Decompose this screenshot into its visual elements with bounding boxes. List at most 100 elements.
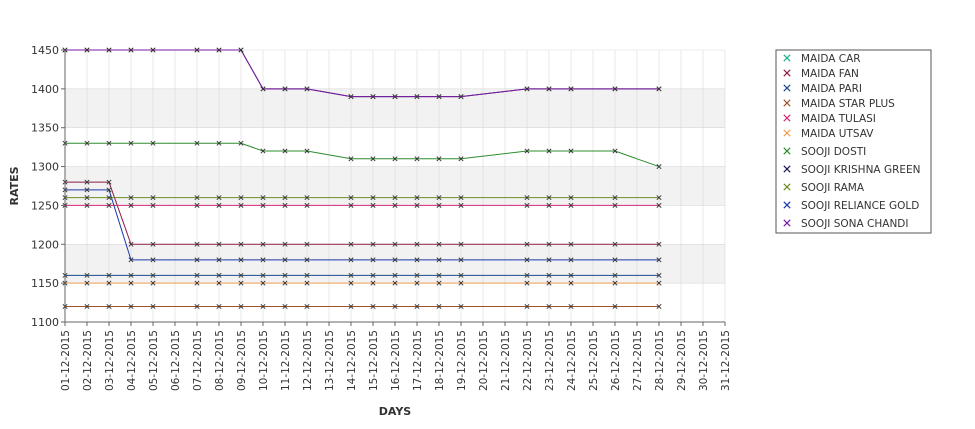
data-point bbox=[194, 303, 200, 309]
x-tick-label: 06-12-2015 bbox=[170, 330, 182, 391]
data-point bbox=[282, 195, 288, 201]
data-point bbox=[612, 148, 618, 154]
legend-label: MAIDA FAN bbox=[801, 68, 859, 80]
data-point bbox=[304, 195, 310, 201]
data-point bbox=[370, 94, 376, 100]
data-point bbox=[194, 195, 200, 201]
data-point bbox=[238, 195, 244, 201]
x-tick-label: 17-12-2015 bbox=[412, 330, 424, 391]
data-point bbox=[282, 280, 288, 286]
data-point bbox=[656, 241, 662, 247]
data-point bbox=[656, 195, 662, 201]
data-point bbox=[128, 202, 134, 208]
data-point bbox=[304, 303, 310, 309]
x-tick-label: 23-12-2015 bbox=[544, 330, 556, 391]
data-point bbox=[106, 272, 112, 278]
series-layer bbox=[62, 47, 662, 309]
series-line bbox=[65, 49, 659, 98]
data-point bbox=[84, 303, 90, 309]
data-point bbox=[238, 303, 244, 309]
series-sooji-reliance-gold bbox=[62, 187, 662, 263]
data-point bbox=[348, 241, 354, 247]
legend-label: SOOJI DOSTI bbox=[801, 146, 866, 158]
y-axis-title: RATES bbox=[8, 166, 21, 205]
x-tick-label: 29-12-2015 bbox=[676, 330, 688, 391]
data-point bbox=[458, 303, 464, 309]
x-tick-label: 16-12-2015 bbox=[390, 330, 402, 391]
data-point bbox=[568, 202, 574, 208]
data-point bbox=[106, 140, 112, 146]
data-point bbox=[150, 195, 156, 201]
data-point bbox=[260, 280, 266, 286]
data-point bbox=[612, 280, 618, 286]
data-point bbox=[436, 303, 442, 309]
data-point bbox=[216, 195, 222, 201]
legend-item: MAIDA CAR bbox=[783, 53, 861, 65]
data-point bbox=[348, 303, 354, 309]
data-point bbox=[524, 202, 530, 208]
data-point bbox=[568, 148, 574, 154]
data-point bbox=[612, 86, 618, 92]
data-point bbox=[348, 257, 354, 263]
data-point bbox=[128, 280, 134, 286]
data-point bbox=[656, 164, 662, 170]
legend-marker bbox=[783, 99, 791, 107]
legend-marker bbox=[783, 84, 791, 92]
data-point bbox=[568, 257, 574, 263]
data-point bbox=[282, 86, 288, 92]
series-sooji-rama bbox=[62, 195, 662, 201]
data-point bbox=[524, 272, 530, 278]
legend-marker bbox=[783, 54, 791, 62]
data-point bbox=[656, 272, 662, 278]
series-maida-tulasi bbox=[62, 202, 662, 208]
data-point bbox=[84, 47, 90, 53]
legend-label: SOOJI KRISHNA GREEN bbox=[801, 164, 921, 176]
data-point bbox=[568, 303, 574, 309]
data-point bbox=[612, 272, 618, 278]
data-point bbox=[348, 195, 354, 201]
x-tick-label: 01-12-2015 bbox=[60, 330, 72, 391]
data-point bbox=[370, 272, 376, 278]
x-tick-label: 10-12-2015 bbox=[258, 330, 270, 391]
y-tick-label: 1450 bbox=[31, 44, 59, 57]
data-point bbox=[128, 140, 134, 146]
series-sooji-dosti bbox=[62, 140, 662, 170]
data-point bbox=[436, 241, 442, 247]
data-point bbox=[546, 195, 552, 201]
data-point bbox=[392, 303, 398, 309]
data-point bbox=[546, 202, 552, 208]
data-point bbox=[304, 280, 310, 286]
data-point bbox=[194, 47, 200, 53]
legend-item: SOOJI RAMA bbox=[783, 182, 865, 194]
data-point bbox=[260, 195, 266, 201]
data-point bbox=[84, 195, 90, 201]
x-tick-label: 22-12-2015 bbox=[522, 330, 534, 391]
x-tick-label: 26-12-2015 bbox=[610, 330, 622, 391]
data-point bbox=[84, 202, 90, 208]
data-point bbox=[194, 272, 200, 278]
data-point bbox=[414, 257, 420, 263]
data-point bbox=[304, 148, 310, 154]
data-point bbox=[282, 303, 288, 309]
data-point bbox=[194, 257, 200, 263]
data-point bbox=[128, 241, 134, 247]
legend-marker bbox=[783, 165, 791, 173]
legend-label: SOOJI SONA CHANDI bbox=[801, 218, 908, 230]
data-point bbox=[568, 272, 574, 278]
legend-item: MAIDA FAN bbox=[783, 68, 859, 80]
data-point bbox=[216, 272, 222, 278]
data-point bbox=[260, 86, 266, 92]
data-point bbox=[414, 94, 420, 100]
data-point bbox=[524, 303, 530, 309]
data-point bbox=[370, 257, 376, 263]
y-tick-label: 1250 bbox=[31, 199, 59, 212]
legend-marker bbox=[783, 219, 791, 227]
data-point bbox=[370, 303, 376, 309]
data-point bbox=[392, 202, 398, 208]
data-point bbox=[128, 257, 134, 263]
y-tick-label: 1350 bbox=[31, 122, 59, 135]
data-point bbox=[656, 303, 662, 309]
legend-item: SOOJI RELIANCE GOLD bbox=[783, 200, 919, 212]
data-point bbox=[546, 241, 552, 247]
data-point bbox=[282, 202, 288, 208]
